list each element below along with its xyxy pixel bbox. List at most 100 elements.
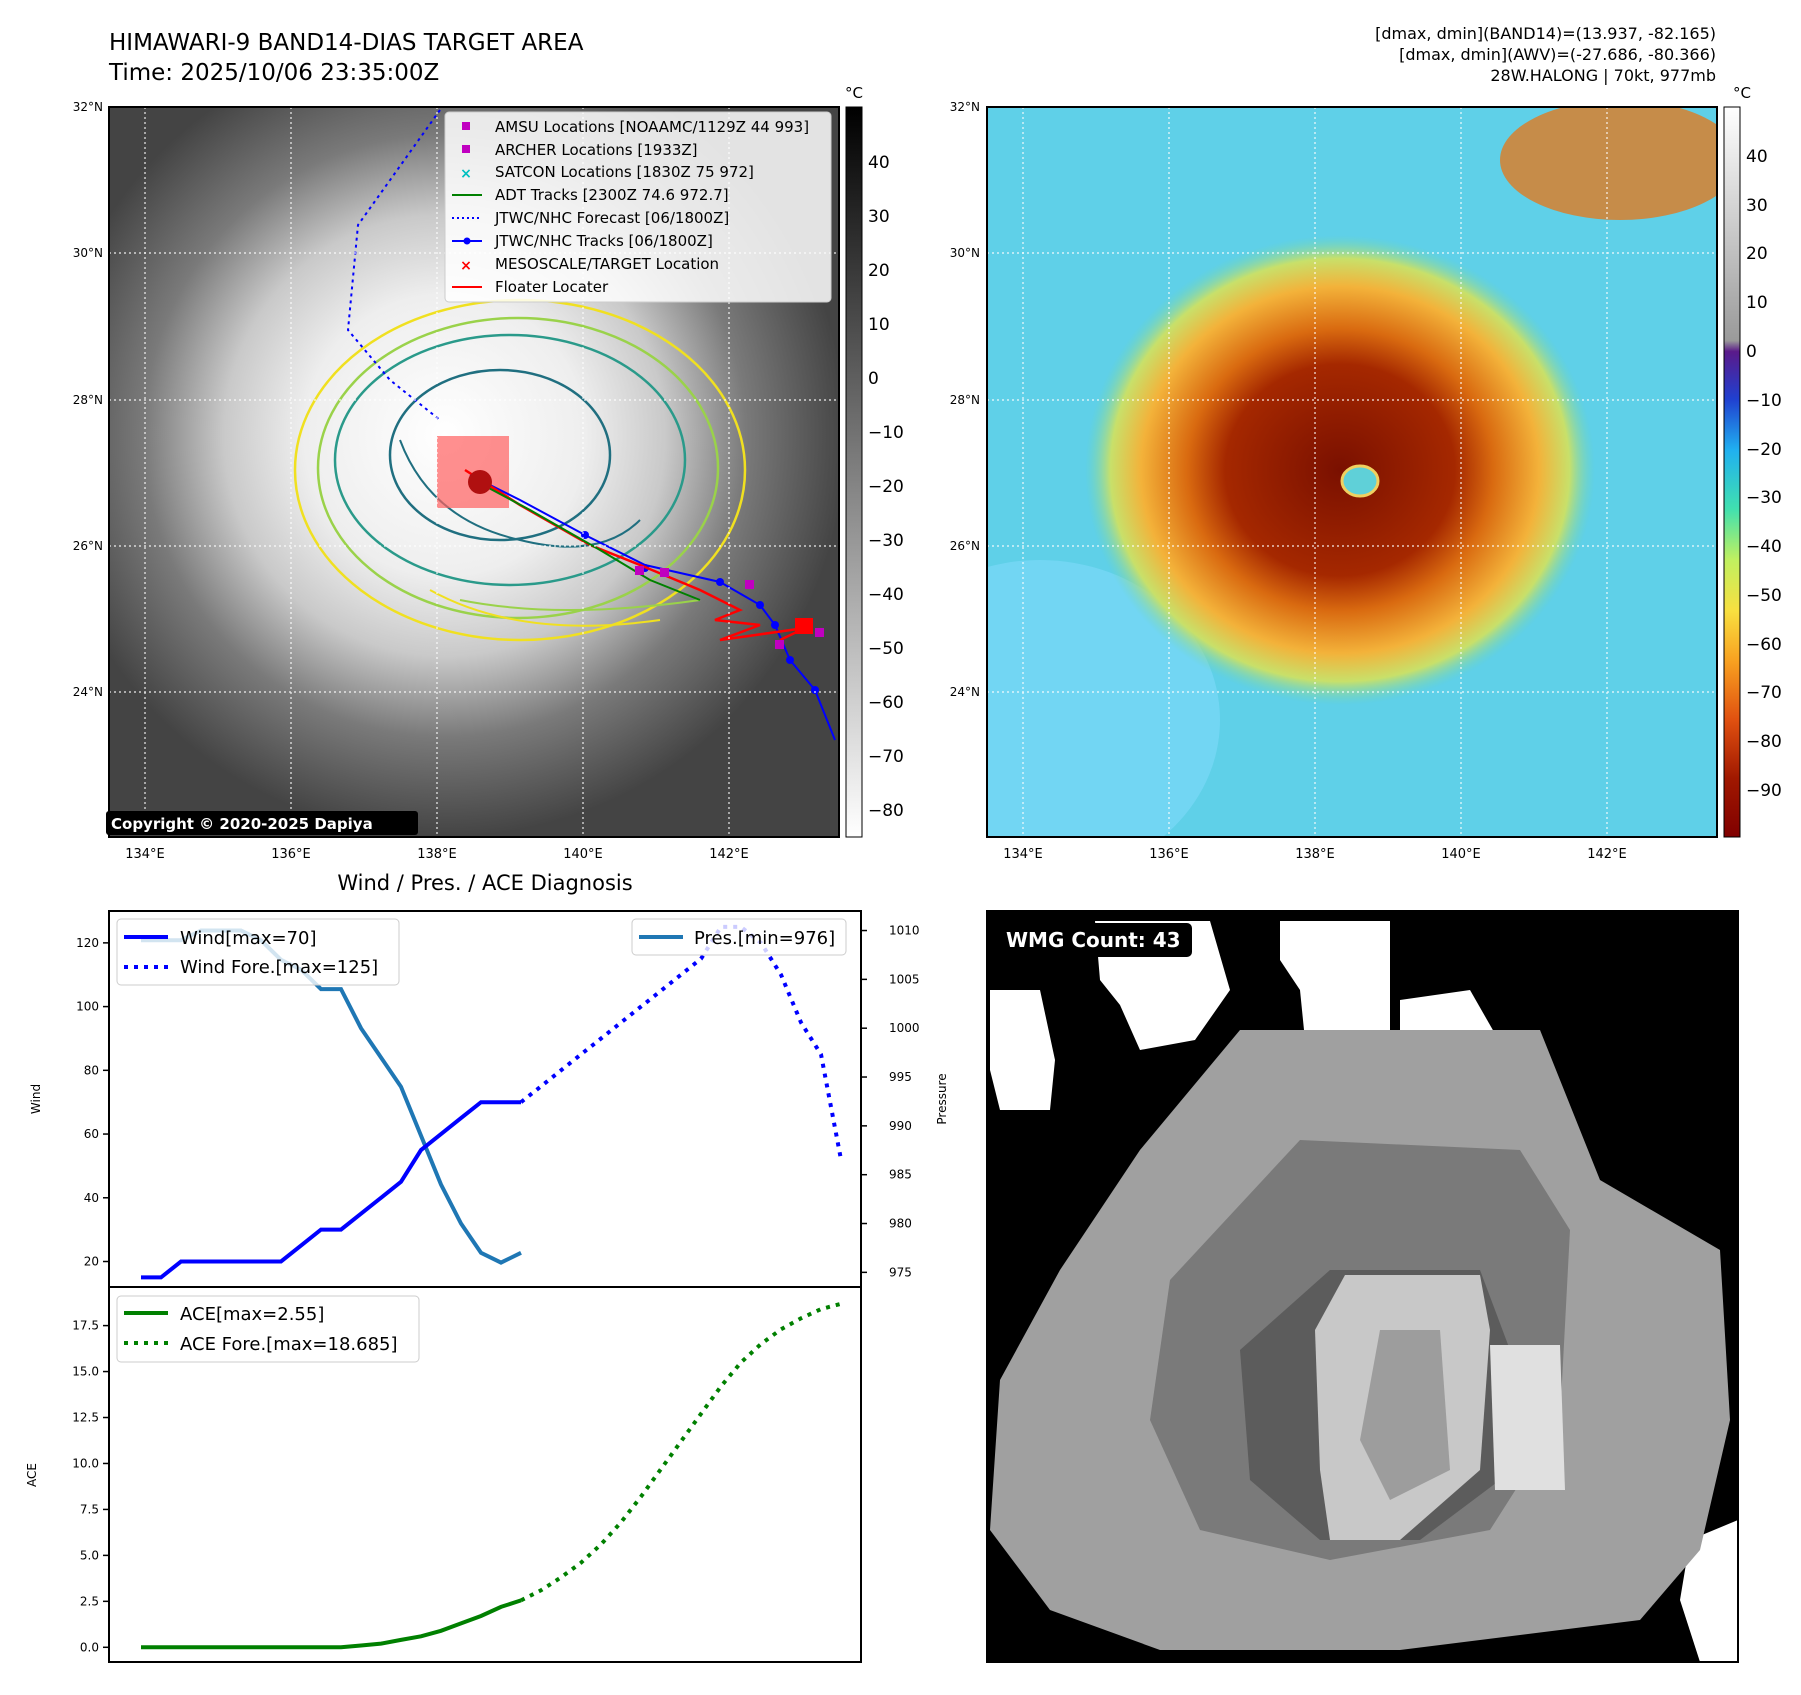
svg-text:−50: −50 bbox=[1746, 586, 1782, 606]
ace-ylabel: ACE bbox=[25, 1463, 39, 1487]
wind-legend: Wind[max=70] Wind Fore.[max=125] bbox=[116, 918, 400, 986]
pressure-legend: Pres.[min=976] bbox=[631, 918, 847, 956]
ir-legend: AMSU Locations [NOAAMC/1129Z 44 993] ARC… bbox=[444, 111, 832, 303]
legend-archer: ARCHER Locations [1933Z] bbox=[495, 141, 698, 159]
windYTicks-label-0: 20 bbox=[84, 1255, 99, 1269]
windYTicks-label-5: 120 bbox=[76, 936, 99, 950]
storm-id: 28W.HALONG | 70kt, 977mb bbox=[1490, 66, 1716, 85]
presYTicks-label-3: 990 bbox=[889, 1119, 912, 1133]
svg-text:20: 20 bbox=[868, 261, 890, 281]
wv-lat-labels: 32°N 30°N 28°N 26°N 24°N bbox=[950, 100, 980, 699]
pressure-y-ticks: 975 980 985 990 995 1000 1005 1010 bbox=[861, 924, 920, 1279]
svg-text:138°E: 138°E bbox=[1295, 847, 1335, 862]
jtwc-track bbox=[469, 474, 836, 741]
wind-y-ticks: 20 40 60 80 100 120 bbox=[76, 936, 109, 1269]
wv-colorbar-unit: °C bbox=[1733, 84, 1751, 102]
svg-text:−60: −60 bbox=[868, 693, 904, 713]
ace-y-ticks: 0.0 2.5 5.0 7.5 10.0 12.5 15.0 17.5 bbox=[72, 1319, 109, 1654]
legend-wind-fore: Wind Fore.[max=125] bbox=[180, 957, 378, 978]
svg-text:0: 0 bbox=[868, 369, 879, 389]
contour-darkteal bbox=[388, 368, 612, 542]
svg-text:30: 30 bbox=[1746, 196, 1768, 216]
legend-floater: Floater Locater bbox=[495, 278, 609, 296]
svg-text:−60: −60 bbox=[1746, 635, 1782, 655]
svg-text:26°N: 26°N bbox=[950, 539, 980, 553]
legend-ace: ACE[max=2.55] bbox=[180, 1304, 324, 1325]
ace-chart: 0.0 2.5 5.0 7.5 10.0 12.5 15.0 17.5 ACE ACE[max… bbox=[25, 1286, 862, 1663]
svg-text:134°E: 134°E bbox=[125, 847, 165, 862]
presYTicks-label-0: 975 bbox=[889, 1265, 912, 1279]
stats-band14: [dmax, dmin](BAND14)=(13.937, -82.165) bbox=[1375, 24, 1716, 43]
ir-map-panel: AMSU Locations [NOAAMC/1129Z 44 993] ARC… bbox=[73, 84, 904, 862]
svg-text:140°E: 140°E bbox=[563, 847, 603, 862]
presYTicks-label-7: 1010 bbox=[889, 924, 920, 938]
svg-text:−90: −90 bbox=[1746, 781, 1782, 801]
legend-satcon: SATCON Locations [1830Z 75 972] bbox=[495, 163, 754, 181]
copyright-box bbox=[106, 811, 418, 835]
svg-text:10: 10 bbox=[868, 315, 890, 335]
wv-lon-labels: 134°E 136°E 138°E 140°E 142°E bbox=[1003, 847, 1627, 862]
storm-center bbox=[468, 470, 492, 494]
legend-wind: Wind[max=70] bbox=[180, 928, 317, 949]
wind-ylabel: Wind bbox=[29, 1084, 43, 1114]
amsu-markers bbox=[635, 566, 824, 649]
svg-text:136°E: 136°E bbox=[271, 847, 311, 862]
legend-pres: Pres.[min=976] bbox=[694, 928, 835, 949]
svg-text:30: 30 bbox=[868, 207, 890, 227]
presYTicks-label-6: 1005 bbox=[889, 972, 920, 986]
pressure-ylabel: Pressure bbox=[935, 1073, 949, 1124]
ir-colorbar-unit: °C bbox=[845, 84, 863, 102]
contour-teal bbox=[333, 333, 687, 587]
svg-text:−30: −30 bbox=[1746, 488, 1782, 508]
svg-text:10: 10 bbox=[1746, 293, 1768, 313]
svg-text:−30: −30 bbox=[868, 531, 904, 551]
svg-text:−10: −10 bbox=[868, 423, 904, 443]
svg-text:×: × bbox=[460, 166, 472, 182]
svg-text:30°N: 30°N bbox=[950, 246, 980, 260]
svg-text:32°N: 32°N bbox=[73, 100, 103, 114]
svg-text:140°E: 140°E bbox=[1441, 847, 1481, 862]
aceYTicks-label-4: 10.0 bbox=[72, 1456, 99, 1470]
windYTicks-label-4: 100 bbox=[76, 1000, 99, 1014]
presYTicks-label-4: 995 bbox=[889, 1070, 912, 1084]
legend-amsu: AMSU Locations [NOAAMC/1129Z 44 993] bbox=[495, 118, 809, 136]
ir-colorbar bbox=[845, 106, 863, 838]
diagnosis-title: Wind / Pres. / ACE Diagnosis bbox=[337, 871, 632, 895]
aceYTicks-label-3: 7.5 bbox=[80, 1502, 99, 1516]
ir-lon-labels: 134°E 136°E 138°E 140°E 142°E bbox=[125, 847, 749, 862]
svg-text:28°N: 28°N bbox=[73, 393, 103, 407]
wv-colorbar-ticks: 40 30 20 10 0 −10 −20 −30 −40 −50 −60 −7… bbox=[1746, 147, 1782, 801]
svg-text:−40: −40 bbox=[1746, 537, 1782, 557]
wv-eye bbox=[1340, 464, 1380, 498]
svg-text:24°N: 24°N bbox=[73, 685, 103, 699]
svg-text:32°N: 32°N bbox=[950, 100, 980, 114]
svg-text:−20: −20 bbox=[868, 477, 904, 497]
presYTicks-label-5: 1000 bbox=[889, 1021, 920, 1035]
presYTicks-label-1: 980 bbox=[889, 1217, 912, 1231]
aceYTicks-label-2: 5.0 bbox=[80, 1548, 99, 1562]
windYTicks-label-3: 80 bbox=[84, 1063, 99, 1077]
wv-colorbar bbox=[1723, 106, 1741, 838]
windYTicks-label-2: 60 bbox=[84, 1127, 99, 1141]
figure-time: Time: 2025/10/06 23:35:00Z bbox=[108, 60, 439, 86]
wv-map-panel: 32°N 30°N 28°N 26°N 24°N 134°E 136°E 138… bbox=[950, 84, 1782, 862]
legend-ace-fore: ACE Fore.[max=18.685] bbox=[180, 1334, 398, 1355]
svg-text:30°N: 30°N bbox=[73, 246, 103, 260]
svg-text:−10: −10 bbox=[1746, 391, 1782, 411]
wind-line bbox=[141, 1100, 521, 1280]
ir-lat-labels: 32°N 30°N 28°N 26°N 24°N bbox=[73, 100, 103, 699]
svg-text:−80: −80 bbox=[868, 801, 904, 821]
aceYTicks-label-5: 12.5 bbox=[72, 1411, 99, 1425]
windYTicks-label-1: 40 bbox=[84, 1191, 99, 1205]
svg-text:−50: −50 bbox=[868, 639, 904, 659]
floater-box bbox=[437, 436, 509, 508]
legend-mesoscale: MESOSCALE/TARGET Location bbox=[495, 255, 719, 273]
wv-gridlines bbox=[987, 107, 1717, 837]
aceYTicks-label-1: 2.5 bbox=[80, 1594, 99, 1608]
svg-text:142°E: 142°E bbox=[1587, 847, 1627, 862]
svg-text:26°N: 26°N bbox=[73, 539, 103, 553]
target-markers bbox=[795, 618, 813, 634]
svg-text:28°N: 28°N bbox=[950, 393, 980, 407]
ace-line bbox=[141, 1598, 522, 1650]
